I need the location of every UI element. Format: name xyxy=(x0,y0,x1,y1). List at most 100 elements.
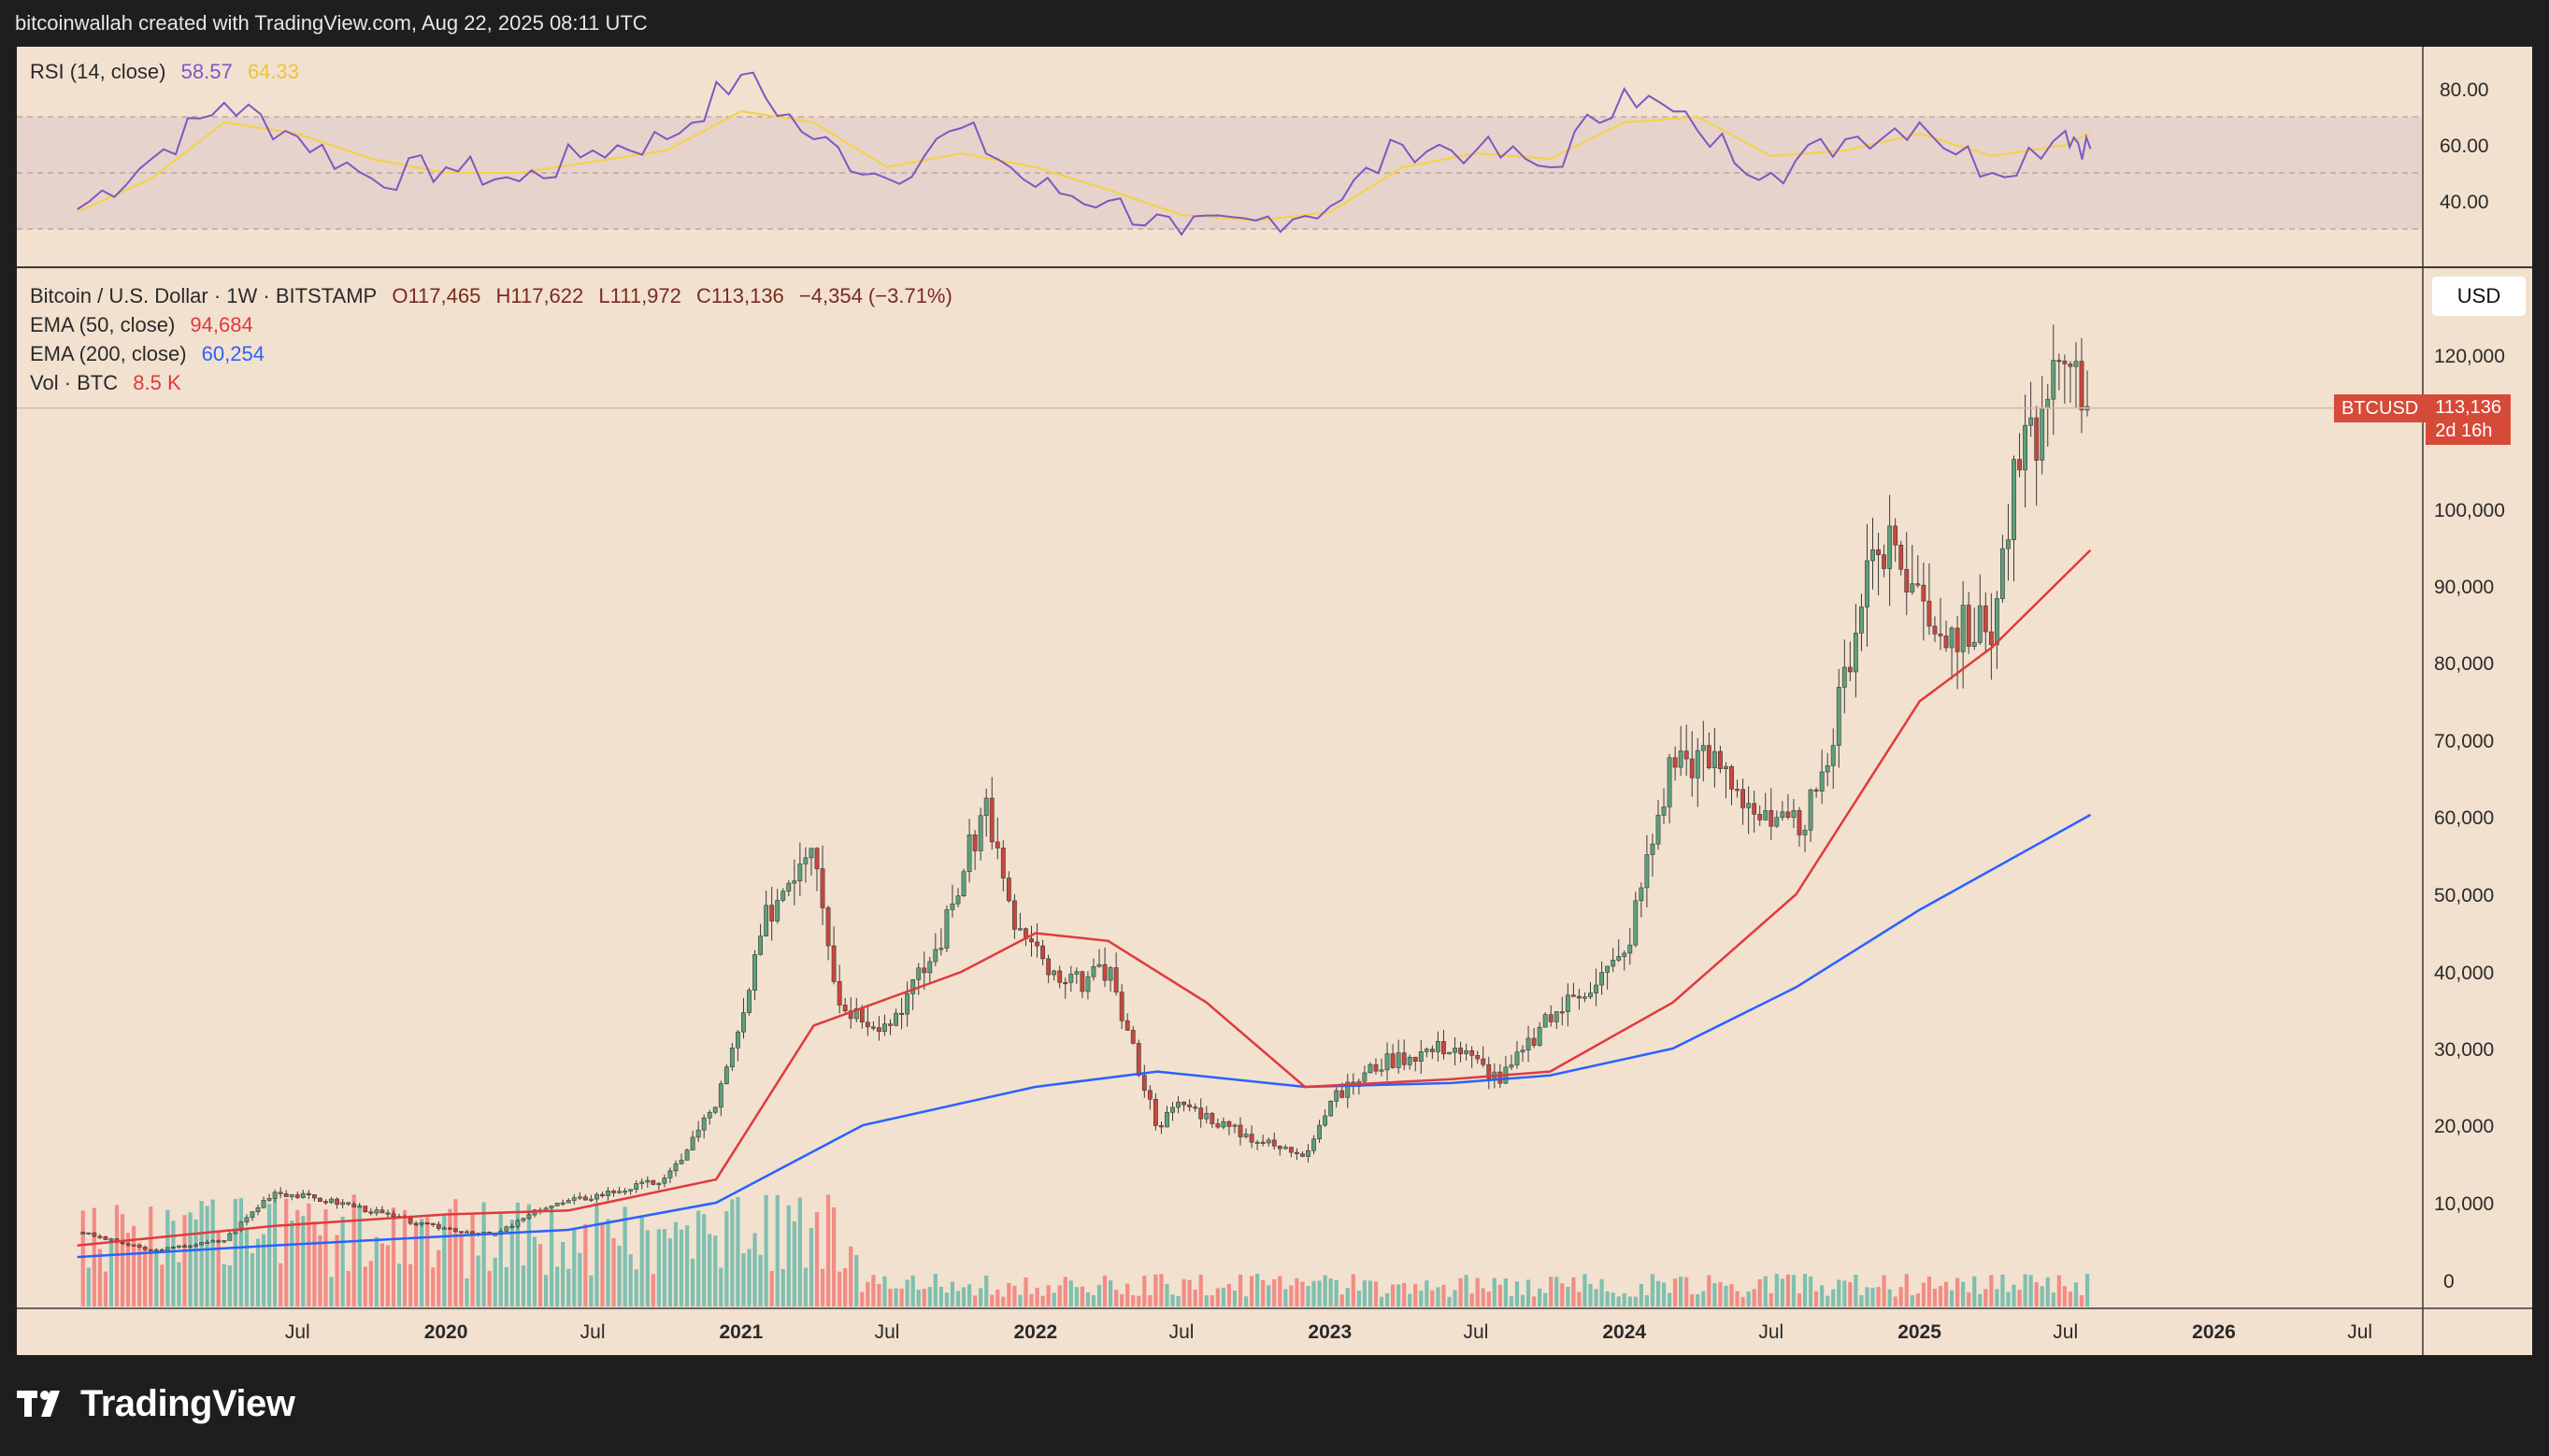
tradingview-logo[interactable]: TradingView xyxy=(17,1383,295,1425)
volume-bar xyxy=(1046,1285,1051,1306)
candle-body xyxy=(1029,938,1034,943)
candle-body xyxy=(1769,810,1774,827)
candle-body xyxy=(1226,1121,1232,1127)
rsi-tick-label: 40.00 xyxy=(2440,192,2489,213)
candle-body xyxy=(1700,745,1706,751)
rsi-legend[interactable]: RSI (14, close) 58.57 64.33 xyxy=(30,60,308,84)
price-axis: 120,000 100,000 90,000 80,000 70,000 60,000 50… xyxy=(2434,346,2505,1292)
volume-bar xyxy=(882,1276,887,1306)
candle-body xyxy=(1904,568,1910,592)
candle-body xyxy=(300,1192,306,1198)
volume-bar xyxy=(1661,1282,1667,1306)
volume-bar xyxy=(1419,1291,1424,1306)
candle-body xyxy=(1035,941,1039,947)
candle-body xyxy=(436,1223,441,1229)
candle-body xyxy=(136,1244,142,1248)
candle-body xyxy=(385,1212,391,1215)
candle-body xyxy=(238,1221,244,1231)
volume-bar xyxy=(1137,1295,1141,1306)
volume-bar xyxy=(154,1251,159,1306)
volume-bar xyxy=(1425,1280,1429,1306)
candle-body xyxy=(1424,1049,1429,1052)
volume-bar xyxy=(125,1233,131,1306)
candle-body xyxy=(1481,1058,1486,1065)
candle-body xyxy=(1091,966,1096,978)
candle-body xyxy=(1068,974,1074,983)
candle-body xyxy=(916,967,922,980)
volume-legend[interactable]: Vol · BTC 8.5 K xyxy=(30,371,191,395)
volume-bar xyxy=(1238,1274,1243,1306)
candle-body xyxy=(803,857,809,864)
candle-body xyxy=(1334,1090,1339,1102)
volume-bar xyxy=(589,1275,594,1306)
volume-bar xyxy=(1334,1279,1339,1306)
candle-body xyxy=(413,1222,419,1225)
ema50-legend[interactable]: EMA (50, close) 94,684 xyxy=(30,313,263,337)
price-tick-label: 0 xyxy=(2443,1271,2455,1292)
candle-body xyxy=(995,841,1000,849)
candle-body xyxy=(1074,971,1080,975)
candle-body xyxy=(1955,627,1960,652)
volume-bar xyxy=(797,1197,802,1306)
candle-body xyxy=(600,1193,605,1196)
volume-bar xyxy=(1125,1283,1130,1306)
candle-body xyxy=(1542,1014,1548,1028)
candle-body xyxy=(1825,764,1830,773)
volume-bar xyxy=(623,1206,627,1306)
rsi-ma-legend-value: 64.33 xyxy=(247,60,299,83)
candle-body xyxy=(712,1106,718,1113)
volume-bar xyxy=(2084,1274,2090,1306)
candle-body xyxy=(972,834,978,851)
candle-body xyxy=(780,891,786,901)
volume-bar xyxy=(1063,1277,1067,1306)
candle-body xyxy=(1548,1014,1554,1022)
candle-body xyxy=(1294,1151,1299,1154)
volume-bar xyxy=(1503,1278,1509,1306)
currency-button[interactable]: USD xyxy=(2432,277,2526,316)
candle-body xyxy=(1328,1101,1334,1117)
volume-bar xyxy=(2045,1277,2050,1306)
volume-bar xyxy=(1582,1274,1587,1306)
candle-body xyxy=(1830,745,1836,766)
candle-body xyxy=(645,1179,651,1183)
volume-bar xyxy=(1639,1283,1643,1306)
volume-bar xyxy=(1153,1274,1158,1306)
volume-bar xyxy=(1752,1289,1756,1306)
time-tick-label: Jul xyxy=(1758,1321,1783,1343)
volume-bar xyxy=(1831,1289,1836,1306)
volume-bar xyxy=(1339,1294,1344,1306)
volume-bar xyxy=(1198,1274,1203,1306)
candle-body xyxy=(1582,996,1587,999)
volume-bar xyxy=(1402,1282,1407,1306)
volume-bar xyxy=(1859,1294,1864,1306)
candle-body xyxy=(729,1048,735,1068)
volume-bar xyxy=(656,1229,661,1306)
volume-bar xyxy=(1865,1287,1869,1306)
volume-bar xyxy=(1543,1292,1548,1306)
candle-body xyxy=(577,1196,582,1199)
volume-bar xyxy=(1995,1289,1999,1306)
candle-body xyxy=(1317,1124,1322,1140)
volume-bar xyxy=(1594,1289,1598,1306)
candle-body xyxy=(2000,548,2005,599)
candle-body xyxy=(1063,981,1068,985)
time-tick-label: Jul xyxy=(1169,1321,1195,1343)
candle-body xyxy=(888,1023,893,1026)
volume-bar xyxy=(1757,1278,1762,1306)
low-value: L111,972 xyxy=(598,284,681,307)
ema200-legend[interactable]: EMA (200, close) 60,254 xyxy=(30,342,274,366)
price-legend[interactable]: Bitcoin / U.S. Dollar · 1W · BITSTAMP O1… xyxy=(30,284,962,308)
volume-bar xyxy=(227,1265,232,1306)
candle-body xyxy=(961,871,967,896)
candle-body xyxy=(695,1129,701,1138)
candle-body xyxy=(1520,1049,1525,1053)
volume-bar xyxy=(266,1204,272,1306)
price-tag-symbol: BTCUSD xyxy=(2334,394,2427,422)
volume-bar xyxy=(1650,1274,1655,1306)
volume-bar xyxy=(1108,1280,1113,1306)
volume-bar xyxy=(713,1235,718,1306)
candle-body xyxy=(967,834,972,873)
candle-body xyxy=(1910,583,1915,592)
volume-bar xyxy=(1052,1292,1056,1306)
